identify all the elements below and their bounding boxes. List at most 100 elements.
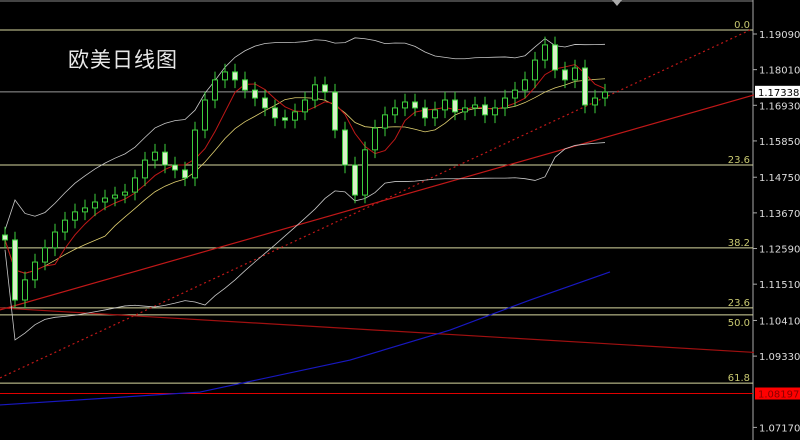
price-tick-label: 1.07170 [759, 423, 800, 434]
candle-body [102, 197, 108, 203]
candle-body [112, 194, 118, 199]
candle-body [592, 97, 598, 106]
price-tick-label: 1.19090 [759, 30, 800, 41]
candle [462, 99, 468, 121]
candle [282, 109, 288, 129]
candle-body [122, 191, 128, 196]
candle [322, 76, 328, 101]
candle [412, 93, 418, 117]
candle-body [352, 164, 358, 196]
candle [572, 59, 578, 89]
candle [112, 186, 118, 207]
current-price-label: 1.17338 [758, 88, 799, 99]
candle [172, 156, 178, 179]
candle [142, 151, 148, 187]
candle [432, 101, 438, 127]
candle-body [382, 114, 388, 129]
candle-body [52, 231, 58, 249]
candle [602, 83, 608, 107]
candle [502, 89, 508, 117]
candle-body [312, 84, 318, 101]
candle-body [582, 67, 588, 106]
candle-body [422, 107, 428, 119]
candle [262, 89, 268, 117]
candle-body [502, 97, 508, 109]
candle [132, 169, 138, 201]
candle [382, 106, 388, 137]
candle-body [482, 104, 488, 116]
trendline [0, 271, 611, 406]
candle-body [332, 91, 338, 131]
price-tick-label: 1.09330 [759, 352, 800, 363]
candle [42, 239, 48, 271]
price-axis [754, 0, 800, 440]
candle-body [602, 91, 608, 99]
candle-body [472, 104, 478, 109]
candle [52, 223, 58, 257]
candle-body [542, 44, 548, 61]
price-tick-label: 1.10410 [759, 316, 800, 327]
price-tick-label: 1.13670 [759, 209, 800, 220]
candle-body [522, 79, 528, 91]
candle [202, 91, 208, 139]
candle [92, 193, 98, 217]
candle-body [302, 99, 308, 113]
candle [342, 121, 348, 174]
shift-marker-icon [612, 0, 622, 6]
price-tick-label: 1.16930 [759, 101, 800, 112]
price-tick-label: 1.11510 [759, 280, 800, 291]
fib-level-label: 23.6 [728, 298, 750, 309]
chart-title: 欧美日线图 [68, 48, 178, 72]
trendline [0, 307, 800, 356]
candle-body [152, 151, 158, 161]
candle-body [372, 127, 378, 151]
candle [22, 271, 28, 309]
candle [582, 59, 588, 114]
candle-body [212, 79, 218, 101]
candle [532, 51, 538, 89]
bollinger-upper-band [4, 37, 606, 231]
candle [222, 63, 228, 89]
candle [442, 91, 448, 119]
candle [512, 81, 518, 107]
candle [332, 83, 338, 139]
candle-body [532, 59, 538, 81]
candle [272, 99, 278, 127]
candle [562, 61, 568, 89]
candle [82, 199, 88, 221]
candle [192, 121, 198, 187]
candle-body [572, 67, 578, 81]
candle-body [322, 84, 328, 93]
fib-level-label: 50.0 [728, 318, 750, 329]
candle-body [512, 89, 518, 99]
candle-body [432, 109, 438, 119]
candle-body [412, 101, 418, 109]
candle [362, 141, 368, 204]
price-tick-label: 1.14750 [759, 173, 800, 184]
candle-body [32, 261, 38, 281]
fib-level-label: 0.0 [734, 20, 750, 31]
candle-body [172, 164, 178, 171]
candle-body [292, 111, 298, 121]
candle [552, 36, 558, 79]
candle-body [452, 99, 458, 113]
candle [482, 96, 488, 124]
candle-body [182, 169, 188, 179]
candle-body [442, 99, 448, 111]
candle [452, 91, 458, 121]
candle-body [222, 71, 228, 81]
bollinger-lower-band [4, 142, 606, 341]
candle-body [192, 129, 198, 179]
candle-body [252, 89, 258, 99]
candle-body [62, 219, 68, 233]
candle-body [42, 247, 48, 263]
candle-body [552, 44, 558, 71]
candle-body [132, 177, 138, 193]
candle [62, 211, 68, 241]
candle [522, 71, 528, 99]
marked-price-box [755, 387, 800, 400]
candle [472, 96, 478, 117]
candle [12, 231, 18, 309]
